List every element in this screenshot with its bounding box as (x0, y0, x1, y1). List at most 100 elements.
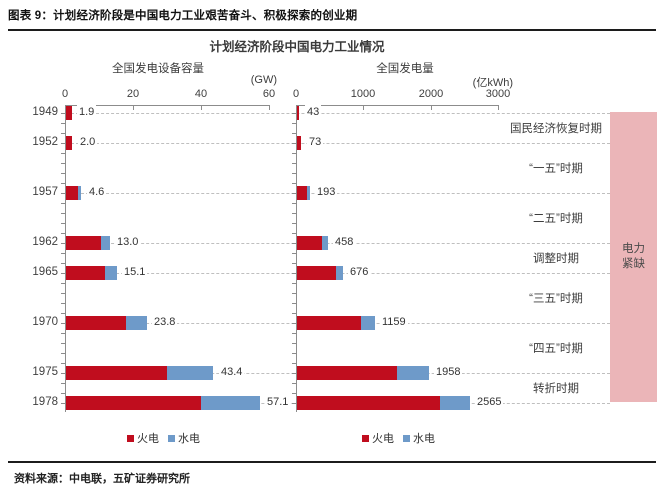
bar-fire-segment (297, 236, 322, 250)
bar-fire-segment (297, 136, 301, 150)
year-label: 1949 (32, 106, 58, 118)
year-tick (61, 213, 65, 214)
year-tick (61, 283, 65, 284)
year-tick (292, 213, 296, 214)
year-tick (292, 393, 296, 394)
legend-swatch-icon (362, 434, 369, 442)
year-tick (61, 133, 65, 134)
year-tick (61, 223, 65, 224)
left-chart-subtitle: 全国发电设备容量 (112, 63, 204, 75)
value-tick-label: 1000 (350, 88, 376, 100)
year-tick (292, 323, 296, 324)
year-tick (61, 143, 65, 144)
bar-hydro-segment (440, 396, 470, 410)
legend-label: 水电 (413, 433, 435, 445)
year-tick (61, 243, 65, 244)
year-tick (61, 113, 65, 114)
bar-hydro-segment (307, 186, 310, 200)
bar-fire-segment (66, 106, 72, 120)
year-tick (292, 353, 296, 354)
period-label: 国民经济恢复时期 (510, 123, 602, 135)
year-tick (61, 273, 65, 274)
year-tick (292, 223, 296, 224)
year-tick (61, 203, 65, 204)
legend-item: 火电 (127, 430, 159, 446)
year-tick (61, 383, 65, 384)
bar-fire-segment (297, 366, 397, 380)
bar-value-label: 4.6 (87, 185, 107, 200)
period-label: 转折时期 (533, 383, 579, 395)
bar-value-label: 2.0 (78, 135, 98, 150)
value-tick-label: 40 (194, 88, 208, 100)
right-chart-unit: (亿kWh) (472, 77, 513, 89)
value-axis-line (65, 105, 270, 106)
value-tick (431, 106, 432, 110)
bar-value-label: 458 (333, 235, 356, 250)
year-tick (61, 193, 65, 194)
value-tick (201, 106, 202, 110)
year-tick (292, 253, 296, 254)
year-tick (61, 323, 65, 324)
bar-hydro-segment (361, 316, 375, 330)
year-tick (61, 173, 65, 174)
power-shortage-box: 电力 紧缺 (610, 112, 657, 402)
year-label: 1975 (32, 366, 58, 378)
period-label: “二五”时期 (529, 213, 583, 225)
bar-hydro-segment (336, 266, 343, 280)
year-tick (61, 353, 65, 354)
category-axis-line (296, 105, 297, 412)
legend-swatch-icon (127, 434, 134, 442)
bar-fire-segment (66, 366, 167, 380)
bar-value-label: 43 (305, 105, 322, 120)
value-tick (65, 106, 66, 110)
bar-hydro-segment (322, 236, 328, 250)
year-gridline (66, 193, 610, 194)
year-tick (61, 303, 65, 304)
year-tick (292, 163, 296, 164)
bar-hydro-segment (126, 316, 147, 330)
year-tick (61, 313, 65, 314)
year-label: 1962 (32, 236, 58, 248)
year-tick (61, 393, 65, 394)
period-label: “三五”时期 (529, 293, 583, 305)
legend-label: 水电 (178, 433, 200, 445)
year-tick (292, 313, 296, 314)
value-tick (498, 106, 499, 110)
year-tick (292, 193, 296, 194)
period-label: 调整时期 (533, 253, 579, 265)
year-tick (61, 363, 65, 364)
chart-legend: 火电 水电 (362, 430, 435, 446)
year-label: 1978 (32, 396, 58, 408)
value-tick-label: 0 (61, 88, 69, 100)
year-label: 1952 (32, 136, 58, 148)
year-tick (292, 233, 296, 234)
year-tick (292, 183, 296, 184)
year-tick (292, 383, 296, 384)
power-shortage-label: 电力 (622, 243, 645, 255)
year-gridline (66, 113, 610, 114)
value-tick-label: 20 (126, 88, 140, 100)
value-tick (363, 106, 364, 110)
year-tick (61, 343, 65, 344)
year-tick (292, 123, 296, 124)
year-tick (61, 263, 65, 264)
year-tick (61, 123, 65, 124)
year-tick (292, 403, 296, 404)
bar-fire-segment (66, 266, 105, 280)
bar-value-label: 1.9 (77, 105, 97, 120)
year-tick (61, 153, 65, 154)
bar-fire-segment (66, 396, 201, 410)
year-gridline (66, 143, 610, 144)
period-label: “一五”时期 (529, 163, 583, 175)
chart-legend: 火电 水电 (127, 430, 200, 446)
value-tick (296, 106, 297, 110)
year-tick (292, 333, 296, 334)
bar-hydro-segment (101, 236, 110, 250)
year-tick (61, 373, 65, 374)
year-tick (292, 243, 296, 244)
year-tick (292, 203, 296, 204)
year-tick (292, 373, 296, 374)
bar-fire-segment (297, 186, 307, 200)
bar-value-label: 193 (315, 185, 338, 200)
bar-fire-segment (297, 106, 299, 120)
